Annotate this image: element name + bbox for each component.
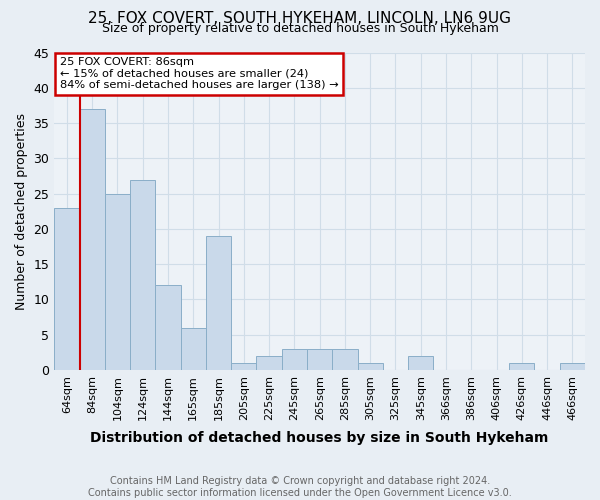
Bar: [408, 356, 433, 370]
Bar: [80, 109, 105, 370]
Bar: [256, 356, 282, 370]
Bar: [130, 180, 155, 370]
Bar: [332, 349, 358, 370]
Bar: [358, 363, 383, 370]
Bar: [54, 208, 80, 370]
Bar: [282, 349, 307, 370]
Y-axis label: Number of detached properties: Number of detached properties: [15, 113, 28, 310]
X-axis label: Distribution of detached houses by size in South Hykeham: Distribution of detached houses by size …: [91, 431, 549, 445]
Bar: [105, 194, 130, 370]
Text: 25, FOX COVERT, SOUTH HYKEHAM, LINCOLN, LN6 9UG: 25, FOX COVERT, SOUTH HYKEHAM, LINCOLN, …: [89, 11, 511, 26]
Bar: [307, 349, 332, 370]
Bar: [155, 286, 181, 370]
Bar: [231, 363, 256, 370]
Bar: [509, 363, 535, 370]
Text: Size of property relative to detached houses in South Hykeham: Size of property relative to detached ho…: [101, 22, 499, 35]
Text: Contains HM Land Registry data © Crown copyright and database right 2024.
Contai: Contains HM Land Registry data © Crown c…: [88, 476, 512, 498]
Text: 25 FOX COVERT: 86sqm
← 15% of detached houses are smaller (24)
84% of semi-detac: 25 FOX COVERT: 86sqm ← 15% of detached h…: [59, 58, 338, 90]
Bar: [181, 328, 206, 370]
Bar: [206, 236, 231, 370]
Bar: [560, 363, 585, 370]
